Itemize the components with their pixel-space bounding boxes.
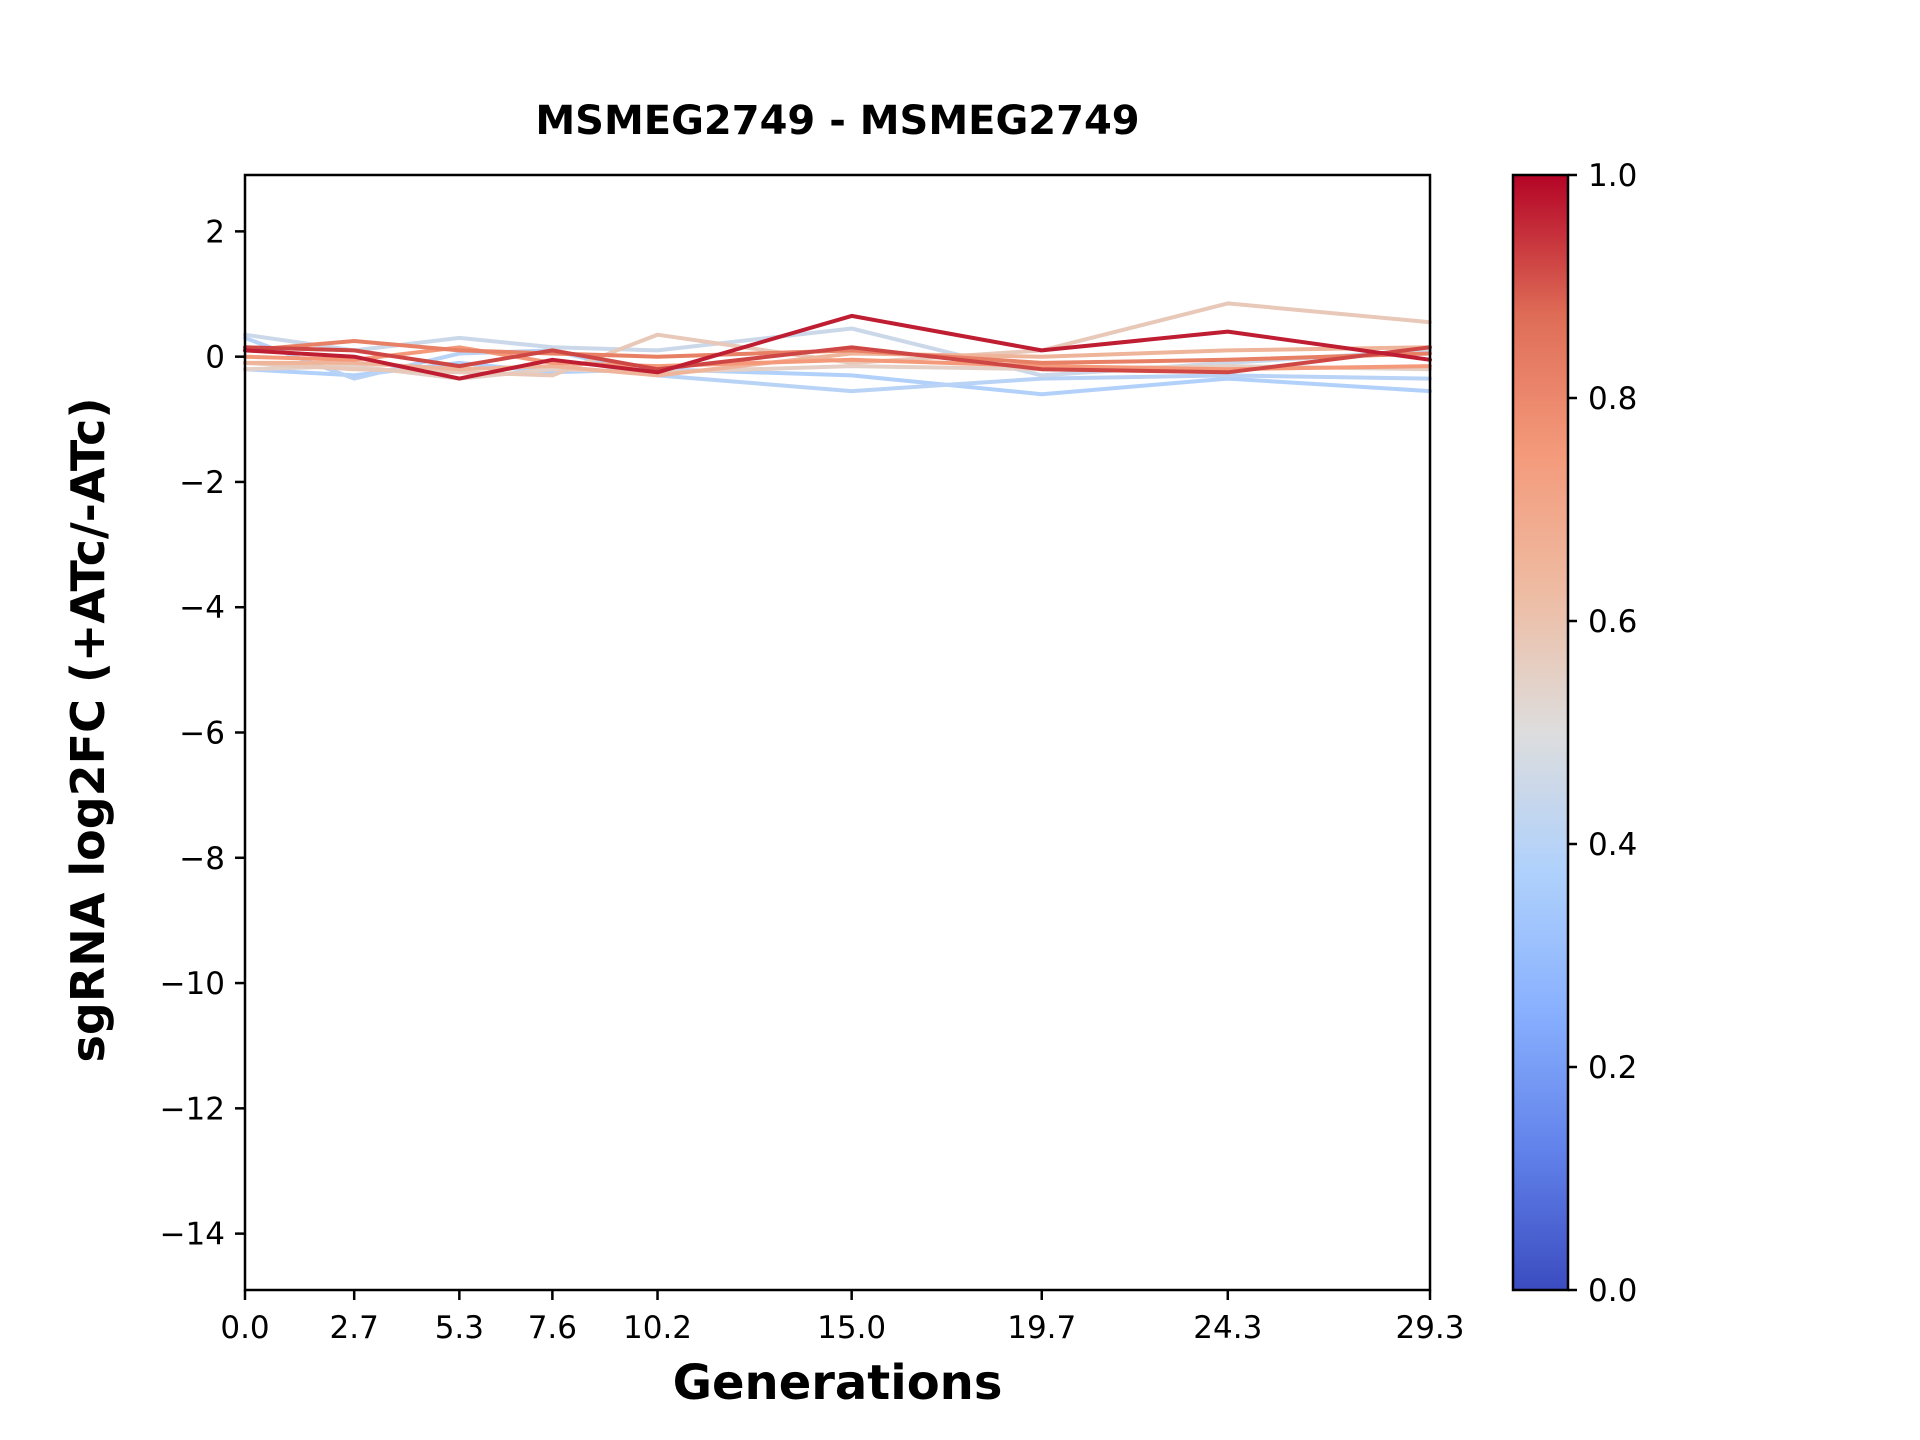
y-tick-label: −4	[179, 590, 225, 626]
colorbar-tick-label: 0.2	[1588, 1050, 1637, 1086]
colorbar-border	[1511, 173, 1570, 1292]
x-tick-label: 24.3	[1193, 1310, 1262, 1346]
y-tick-label: −14	[160, 1217, 225, 1253]
chart-title: MSMEG2749 - MSMEG2749	[535, 98, 1140, 144]
colorbar-tick-label: 0.4	[1588, 827, 1637, 863]
y-tick-label: −10	[160, 966, 225, 1002]
x-tick-label: 7.6	[528, 1310, 577, 1346]
x-tick-label: 19.7	[1007, 1310, 1076, 1346]
y-tick-label: 2	[205, 214, 225, 250]
colorbar-tick-label: 0.0	[1588, 1273, 1637, 1309]
colorbar-tick-label: 0.6	[1588, 604, 1637, 640]
y-tick-label: −8	[179, 841, 225, 877]
series-line	[243, 345, 1432, 375]
y-tick-label: 0	[205, 340, 225, 376]
series-line	[243, 301, 1432, 378]
x-tick-label: 2.7	[330, 1310, 379, 1346]
colorbar	[1513, 175, 1568, 1290]
x-tick-label: 10.2	[623, 1310, 692, 1346]
series-line	[243, 339, 1432, 365]
series-line	[243, 313, 1432, 381]
x-axis-label: Generations	[672, 1355, 1003, 1411]
x-tick-label: 5.3	[435, 1310, 484, 1346]
x-tick-label: 0.0	[220, 1310, 269, 1346]
y-tick-label: −12	[160, 1091, 225, 1127]
colorbar-tick-label: 1.0	[1588, 158, 1637, 194]
colorbar-tick-label: 0.8	[1588, 381, 1637, 417]
x-tick-label: 15.0	[817, 1310, 886, 1346]
y-tick-label: −6	[179, 716, 225, 752]
y-tick-label: −2	[179, 465, 225, 501]
x-tick-label: 29.3	[1395, 1310, 1464, 1346]
